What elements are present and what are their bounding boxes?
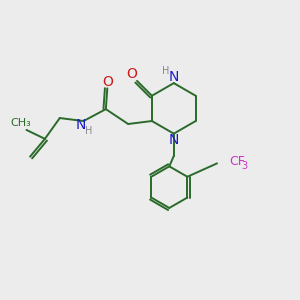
Text: H: H: [162, 66, 169, 76]
Text: N: N: [76, 118, 86, 133]
Text: CF: CF: [229, 155, 245, 168]
Text: N: N: [169, 133, 179, 147]
Text: O: O: [102, 75, 113, 89]
Text: CH₃: CH₃: [10, 118, 31, 128]
Text: 3: 3: [241, 161, 247, 171]
Text: H: H: [85, 126, 93, 136]
Text: N: N: [169, 70, 179, 84]
Text: O: O: [126, 68, 137, 81]
